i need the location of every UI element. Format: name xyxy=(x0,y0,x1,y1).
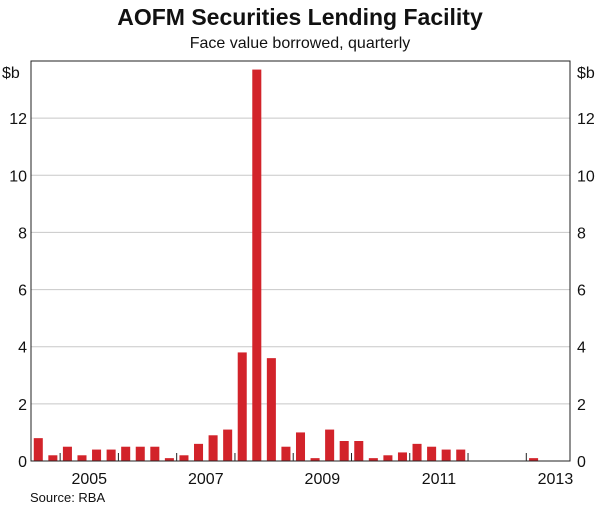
bar-2008-Q3 xyxy=(266,358,276,461)
y-tick-label-right: 6 xyxy=(577,283,586,300)
y-tick-label-right: 8 xyxy=(577,225,586,242)
bar-2004-Q4 xyxy=(48,455,58,461)
bar-2011-Q3 xyxy=(441,449,451,461)
bar-2013-Q1 xyxy=(529,458,539,461)
bar-2010-Q3 xyxy=(383,455,393,461)
bar-2009-Q4 xyxy=(339,441,349,461)
bar-2006-Q3 xyxy=(150,446,160,461)
bar-2010-Q2 xyxy=(368,458,378,461)
plot-frame xyxy=(30,60,571,462)
y-tick-label-left: 10 xyxy=(9,168,27,185)
source-note: Source: RBA xyxy=(30,490,106,505)
y-tick-label-left: 6 xyxy=(18,283,27,300)
y-unit-left: $b xyxy=(2,65,20,82)
bar-2008-Q4 xyxy=(281,446,291,461)
bar-2009-Q3 xyxy=(325,429,335,461)
bar-2007-Q4 xyxy=(223,429,233,461)
bar-2010-Q1 xyxy=(354,441,364,461)
bar-2004-Q3 xyxy=(33,438,43,461)
bar-2005-Q3 xyxy=(92,449,102,461)
bar-2006-Q2 xyxy=(135,446,145,461)
x-tick-label: 2013 xyxy=(538,471,574,488)
y-tick-label-right: 2 xyxy=(577,397,586,414)
bar-2010-Q4 xyxy=(397,452,407,461)
chart-subtitle: Face value borrowed, quarterly xyxy=(189,35,411,52)
x-tick-label: 2009 xyxy=(305,471,341,488)
bar-2011-Q1 xyxy=(412,443,422,461)
y-tick-label-right: 4 xyxy=(577,340,586,357)
x-tick-label: 2011 xyxy=(422,471,457,488)
y-tick-label-left: 2 xyxy=(18,397,27,414)
y-unit-right: $b xyxy=(577,65,595,82)
chart-title: AOFM Securities Lending Facility xyxy=(117,4,483,30)
bar-2009-Q1 xyxy=(295,432,306,461)
bar-2007-Q2 xyxy=(194,443,204,461)
bar-2005-Q1 xyxy=(62,446,72,461)
y-tick-label-left: 4 xyxy=(18,340,27,357)
x-tick-label: 2005 xyxy=(71,471,107,488)
bar-2011-Q2 xyxy=(427,446,437,461)
bar-2011-Q4 xyxy=(456,449,466,461)
y-tick-label-left: 8 xyxy=(18,225,27,242)
bar-2006-Q4 xyxy=(164,458,174,461)
bar-2009-Q2 xyxy=(310,458,320,461)
bar-2006-Q1 xyxy=(121,446,131,461)
y-tick-label-left: 0 xyxy=(18,454,27,471)
bar-2007-Q3 xyxy=(208,435,218,461)
bar-2005-Q4 xyxy=(106,449,116,461)
bar-2005-Q2 xyxy=(77,455,87,461)
bar-2008-Q1 xyxy=(237,352,247,461)
bar-2008-Q2 xyxy=(252,69,262,462)
x-tick-label: 2007 xyxy=(188,471,224,488)
y-tick-label-right: 0 xyxy=(577,454,586,471)
bar-2007-Q1 xyxy=(179,455,189,461)
y-tick-label-right: 12 xyxy=(577,111,595,128)
y-tick-label-right: 10 xyxy=(577,168,595,185)
y-tick-label-left: 12 xyxy=(9,111,27,128)
